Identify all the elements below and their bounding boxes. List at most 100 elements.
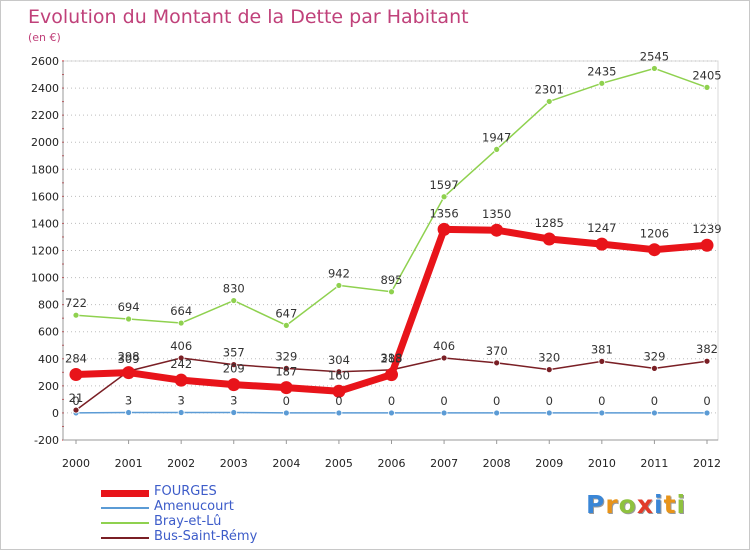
x-tick-label: 2009 <box>535 457 563 470</box>
data-point-bus-saint-remy <box>335 368 343 376</box>
data-label-bray-et-lu: 1597 <box>429 178 458 192</box>
data-label-bus-saint-remy: 370 <box>486 344 508 358</box>
data-point-bray-et-lu <box>177 319 185 327</box>
y-tick-label: 2400 <box>31 82 59 95</box>
y-tick-label: 1600 <box>31 190 59 203</box>
legend-swatch <box>101 537 149 539</box>
data-point-amenucourt <box>177 409 185 416</box>
data-point-fourges <box>490 223 504 237</box>
data-point-bray-et-lu <box>230 297 238 304</box>
data-label-bus-saint-remy: 304 <box>328 353 350 367</box>
data-point-bus-saint-remy <box>598 357 606 365</box>
data-point-bus-saint-remy <box>177 354 185 362</box>
data-label-bus-saint-remy: 357 <box>223 346 245 360</box>
data-label-amenucourt: 3 <box>178 394 185 408</box>
x-tick-label: 2011 <box>640 457 668 470</box>
data-label-fourges: 1239 <box>692 222 721 236</box>
data-point-amenucourt <box>703 409 711 417</box>
data-label-bray-et-lu: 664 <box>170 304 192 318</box>
chart-subtitle: (en €) <box>28 31 61 44</box>
data-label-amenucourt: 0 <box>703 394 710 408</box>
y-tick-label: 200 <box>38 380 59 393</box>
y-tick-label: 1000 <box>31 272 59 285</box>
data-point-bray-et-lu <box>440 193 448 201</box>
data-point-bray-et-lu <box>388 288 395 296</box>
line-chart: -200020040060080010001200140016001800200… <box>31 49 722 470</box>
data-label-amenucourt: 0 <box>546 394 553 408</box>
data-point-fourges <box>122 366 136 380</box>
data-point-bus-saint-remy <box>651 364 658 372</box>
data-label-fourges: 187 <box>275 365 297 379</box>
data-label-bray-et-lu: 895 <box>381 273 403 287</box>
data-label-amenucourt: 0 <box>388 394 395 408</box>
y-tick-label: 0 <box>52 407 59 420</box>
x-tick-label: 2012 <box>693 457 721 470</box>
data-point-bray-et-lu <box>125 315 132 323</box>
legend-swatch <box>101 489 149 497</box>
data-label-amenucourt: 0 <box>598 394 605 408</box>
y-tick-label: 1800 <box>31 163 59 176</box>
data-point-amenucourt <box>335 409 343 417</box>
data-point-fourges <box>332 384 346 398</box>
data-label-bray-et-lu: 2405 <box>692 68 721 82</box>
data-label-bus-saint-remy: 21 <box>69 391 84 405</box>
data-point-amenucourt <box>598 409 606 417</box>
data-label-bus-saint-remy: 382 <box>696 342 718 356</box>
y-tick-label: 2200 <box>31 109 59 122</box>
data-point-fourges <box>279 381 293 395</box>
data-point-amenucourt <box>230 409 238 416</box>
logo-letter: o <box>618 490 637 519</box>
data-label-fourges: 283 <box>381 352 403 366</box>
y-tick-label: 1200 <box>31 245 59 258</box>
legend-item-amenucourt: Amenucourt <box>101 499 361 515</box>
x-tick-label: 2005 <box>325 457 353 470</box>
legend-swatch <box>101 522 149 524</box>
data-label-fourges: 242 <box>170 357 192 371</box>
data-label-fourges: 1206 <box>640 227 669 241</box>
x-tick-label: 2001 <box>115 457 143 470</box>
data-label-bray-et-lu: 694 <box>118 300 140 314</box>
data-point-bray-et-lu <box>493 145 501 153</box>
x-tick-label: 2010 <box>588 457 616 470</box>
data-point-bus-saint-remy <box>72 406 80 414</box>
data-label-amenucourt: 0 <box>493 394 500 408</box>
y-tick-label: 2000 <box>31 136 59 149</box>
legend-item-fourges: FOURGES <box>101 484 361 500</box>
logo-letter: x <box>636 490 654 519</box>
data-label-fourges: 160 <box>328 368 350 382</box>
data-point-amenucourt <box>388 409 395 417</box>
x-tick-label: 2008 <box>483 457 511 470</box>
logo-letter: r <box>605 490 619 519</box>
data-point-fourges <box>437 222 451 236</box>
proxiti-logo: Proxiti <box>586 490 686 519</box>
data-label-bus-saint-remy: 309 <box>118 352 140 366</box>
x-tick-label: 2007 <box>430 457 458 470</box>
data-label-bus-saint-remy: 329 <box>643 349 665 363</box>
data-point-bus-saint-remy <box>282 364 290 372</box>
data-label-bus-saint-remy: 406 <box>170 339 192 353</box>
data-label-fourges: 1285 <box>535 216 564 230</box>
data-point-fourges <box>542 232 556 246</box>
y-tick-label: 800 <box>38 299 59 312</box>
data-label-amenucourt: 0 <box>335 394 342 408</box>
x-tick-label: 2003 <box>220 457 248 470</box>
data-label-amenucourt: 0 <box>651 394 658 408</box>
data-label-bus-saint-remy: 381 <box>591 342 613 356</box>
data-point-amenucourt <box>125 409 132 416</box>
data-point-bray-et-lu <box>72 311 80 319</box>
data-point-bray-et-lu <box>598 79 606 87</box>
data-label-bray-et-lu: 722 <box>65 296 87 310</box>
logo-letter: P <box>586 490 606 519</box>
logo-letter: t <box>663 490 677 519</box>
y-tick-label: 400 <box>38 353 59 366</box>
data-label-amenucourt: 0 <box>283 394 290 408</box>
data-point-amenucourt <box>651 409 658 417</box>
data-point-bray-et-lu <box>651 65 658 72</box>
data-label-amenucourt: 3 <box>125 394 132 408</box>
logo-letter: i <box>654 490 664 519</box>
data-point-bus-saint-remy <box>440 354 448 362</box>
data-label-bray-et-lu: 1947 <box>482 130 511 144</box>
data-label-bus-saint-remy: 406 <box>433 339 455 353</box>
data-point-bray-et-lu <box>545 98 553 105</box>
chart-legend: FOURGES Amenucourt Bray-et-Lû Bus-Saint-Rém… <box>101 484 361 545</box>
